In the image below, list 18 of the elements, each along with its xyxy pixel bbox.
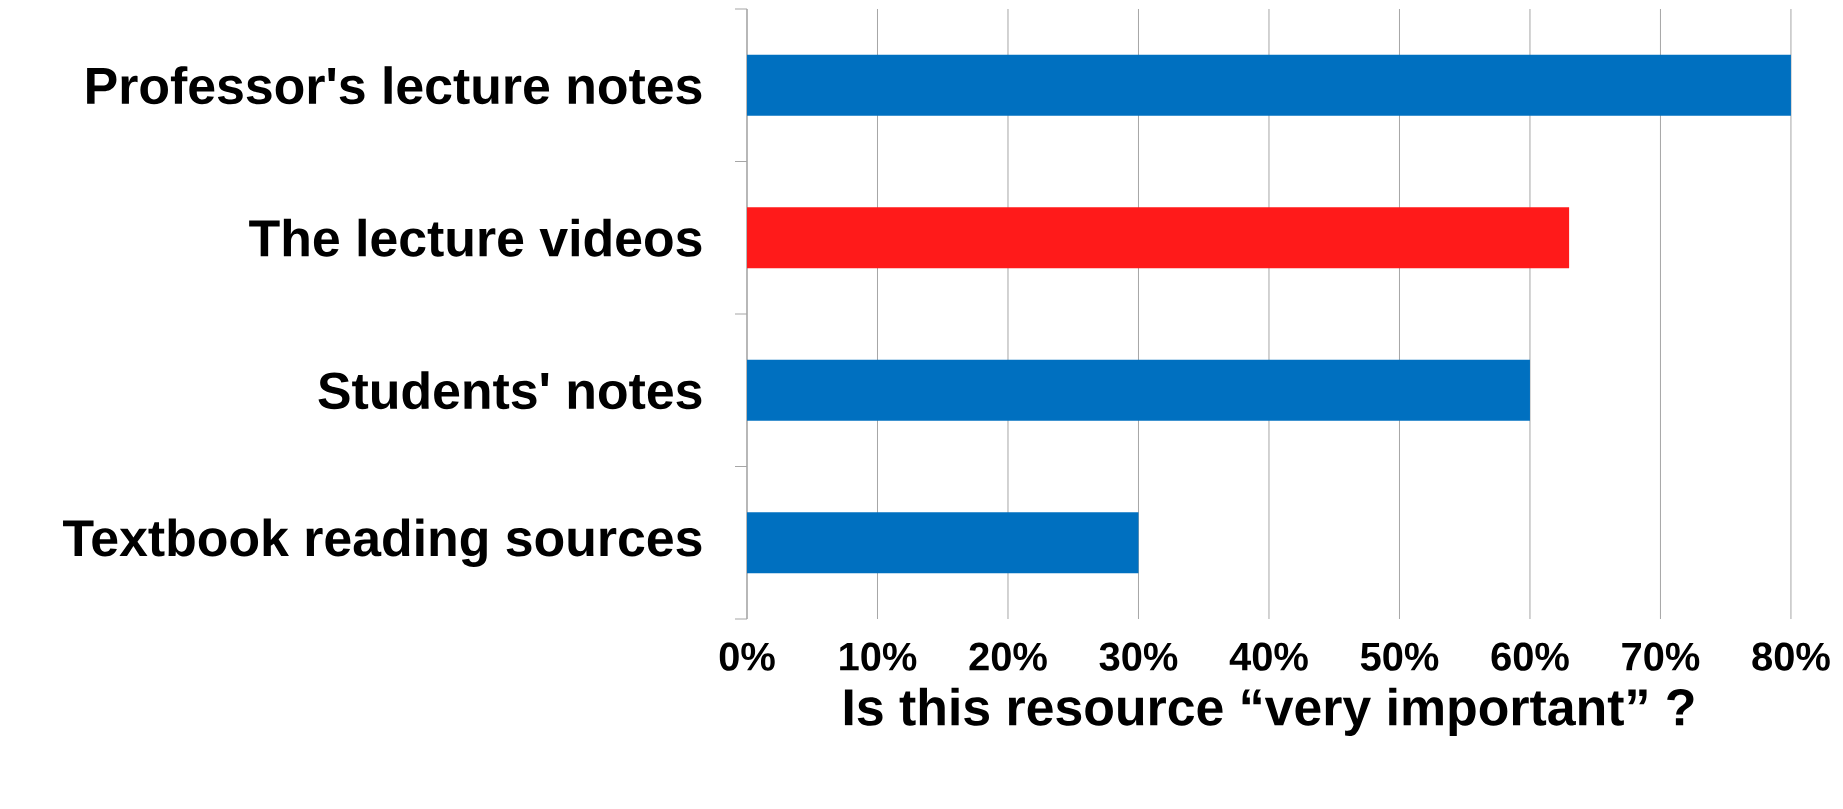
x-tick-label: 10% <box>840 642 917 671</box>
bar <box>747 359 1530 421</box>
y-tick-label: Professor's lecture notes <box>87 66 702 105</box>
y-tick-label: The lecture videos <box>249 218 702 257</box>
x-tick-label: 60% <box>1491 642 1569 671</box>
y-tick-label: Students' notes <box>318 371 702 410</box>
bar <box>747 512 1139 574</box>
x-tick-label: 70% <box>1622 642 1700 671</box>
x-tick-label: 20% <box>969 642 1047 671</box>
x-tick-label: 30% <box>1099 642 1178 671</box>
x-axis-title: Is this resource “very important” ? <box>844 687 1694 736</box>
y-tick-label: Textbook reading sources <box>63 518 702 568</box>
x-tick-label: 80% <box>1752 642 1830 671</box>
bar <box>747 54 1791 116</box>
x-tick-label: 0% <box>719 642 775 671</box>
bar <box>747 207 1570 269</box>
x-tick-label: 50% <box>1360 642 1439 671</box>
x-tick-label: 40% <box>1229 642 1308 671</box>
